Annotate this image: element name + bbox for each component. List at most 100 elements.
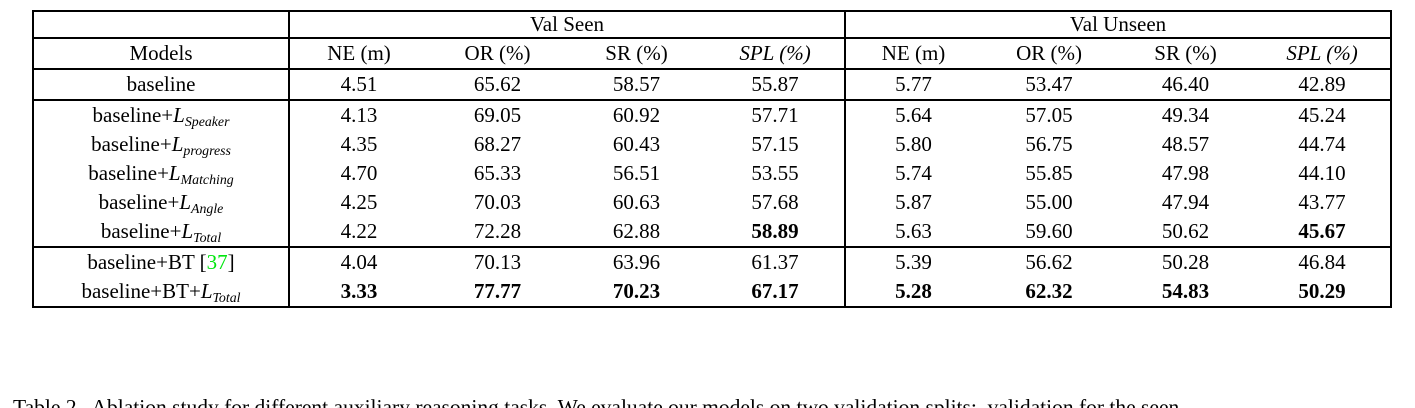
- math-symbol: L: [179, 190, 191, 214]
- value-cell: 5.87: [844, 188, 982, 217]
- value-cell: 67.17: [751, 279, 799, 303]
- value-cell: 55.85: [1025, 161, 1073, 185]
- value-cell: 5.28: [844, 277, 982, 307]
- value-cell: 56.51: [612, 161, 661, 185]
- table-row: baseline+LAngle 4.25 70.03 60.63 57.68 5.87 55…: [33, 188, 1391, 217]
- value-cell: 50.29: [1298, 279, 1346, 303]
- value-cell: 45.67: [1298, 219, 1346, 243]
- metric-header-seen-ne: NE (m): [288, 38, 428, 69]
- value-cell: 61.37: [706, 246, 846, 277]
- group-header-val-seen: Val Seen: [287, 11, 846, 38]
- metric-header-seen-spl: SPL (%): [739, 41, 811, 65]
- value-cell: 50.62: [1161, 219, 1210, 243]
- metric-header-seen-or: OR (%): [464, 41, 531, 65]
- math-symbol: L: [168, 161, 181, 185]
- value-cell: 4.25: [288, 188, 428, 217]
- value-cell: 43.77: [1298, 190, 1346, 214]
- value-cell: 58.89: [751, 219, 799, 243]
- group-header-val-unseen: Val Unseen: [844, 11, 1392, 38]
- value-cell: 47.98: [1161, 161, 1210, 185]
- math-subscript: Angle: [191, 200, 224, 216]
- model-label: baseline+BT+LTotal: [81, 279, 241, 305]
- value-cell: 54.83: [1161, 279, 1210, 303]
- value-cell: 77.77: [473, 279, 522, 303]
- value-cell: 57.68: [751, 190, 799, 214]
- value-cell: 56.62: [981, 246, 1118, 277]
- value-cell: 42.89: [1298, 72, 1346, 96]
- value-cell: 5.80: [844, 130, 982, 159]
- value-cell: 4.04: [288, 246, 428, 277]
- math-symbol: L: [200, 279, 213, 303]
- model-label: baseline+Lprogress: [91, 132, 231, 158]
- math-subscript: Total: [193, 229, 222, 245]
- value-cell: 50.28: [1117, 246, 1255, 277]
- table-caption: Table 2. Ablation study for different au…: [13, 330, 1415, 408]
- value-cell: 3.33: [288, 277, 428, 307]
- value-cell: 5.77: [844, 69, 982, 100]
- value-cell: 60.63: [612, 190, 661, 214]
- value-cell: 55.87: [751, 72, 799, 96]
- math-subscript: Speaker: [184, 113, 230, 129]
- group-header-row: Val Seen Val Unseen: [33, 11, 1392, 38]
- math-subscript: Total: [212, 289, 241, 305]
- value-cell: 62.32: [1025, 279, 1073, 303]
- value-cell: 60.92: [567, 99, 706, 130]
- value-cell: 4.13: [288, 99, 428, 130]
- value-cell: 53.55: [751, 161, 799, 185]
- math-symbol: L: [171, 132, 184, 156]
- value-cell: 46.40: [1161, 72, 1210, 96]
- math-symbol: L: [181, 219, 194, 243]
- table-body: baseline 4.51 65.62 58.57 55.87 5.77 53.47 46.4…: [33, 69, 1392, 307]
- value-cell: 5.63: [844, 217, 982, 247]
- model-label: baseline+LSpeaker: [33, 99, 289, 130]
- value-cell: 68.27: [473, 132, 522, 156]
- metric-header-unseen-sr: SR (%): [1154, 41, 1217, 65]
- value-cell: 62.88: [612, 219, 661, 243]
- caption-line-1: Table 2. Ablation study for different au…: [13, 395, 1180, 408]
- table-row: baseline+LSpeaker 4.13 69.05 60.92 57.71 5.64…: [33, 99, 1392, 130]
- metric-header-unseen-or: OR (%): [1016, 41, 1082, 65]
- value-cell: 70.03: [473, 190, 522, 214]
- math-subscript: Matching: [180, 171, 234, 187]
- model-label: baseline: [126, 72, 196, 96]
- table-row: baseline+LTotal 4.22 72.28 62.88 58.89 5.63 59…: [33, 217, 1391, 247]
- value-cell: 56.75: [1025, 132, 1073, 156]
- value-cell: 44.10: [1298, 161, 1346, 185]
- paper-table-figure: Val Seen Val Unseen Models NE (m) OR (%) S…: [0, 10, 1415, 408]
- metric-header-seen-sr: SR (%): [605, 41, 668, 65]
- value-cell: 5.74: [844, 159, 982, 188]
- model-label: baseline+BT [37]: [33, 246, 289, 277]
- value-cell: 46.84: [1254, 246, 1392, 277]
- ablation-table: Val Seen Val Unseen Models NE (m) OR (%) S…: [32, 10, 1393, 308]
- model-label: baseline+LAngle: [98, 190, 224, 216]
- value-cell: 59.60: [1025, 219, 1073, 243]
- models-column-header: Models: [129, 41, 193, 65]
- value-cell: 63.96: [567, 246, 706, 277]
- table-row: baseline+BT [37] 4.04 70.13 63.96 61.37 5.39 5…: [33, 246, 1392, 277]
- value-cell: 4.22: [288, 217, 428, 247]
- table-row: baseline+LMatching 4.70 65.33 56.51 53.55 5.7…: [33, 159, 1391, 188]
- value-cell: 70.23: [612, 279, 661, 303]
- value-cell: 48.57: [1161, 132, 1210, 156]
- value-cell: 5.39: [844, 246, 982, 277]
- value-cell: 45.24: [1254, 99, 1392, 130]
- value-cell: 55.00: [1025, 190, 1073, 214]
- value-cell: 49.34: [1117, 99, 1255, 130]
- value-cell: 60.43: [612, 132, 661, 156]
- value-cell: 47.94: [1161, 190, 1210, 214]
- value-cell: 58.57: [612, 72, 661, 96]
- model-label: baseline+LTotal: [100, 219, 222, 245]
- value-cell: 57.15: [751, 132, 799, 156]
- value-cell: 4.35: [288, 130, 428, 159]
- citation-ref[interactable]: 37: [206, 250, 228, 274]
- value-cell: 69.05: [428, 99, 567, 130]
- value-cell: 65.33: [473, 161, 522, 185]
- corner-cell: [33, 11, 289, 38]
- metric-header-unseen-ne: NE (m): [844, 38, 982, 69]
- value-cell: 53.47: [1025, 72, 1073, 96]
- value-cell: 72.28: [473, 219, 522, 243]
- value-cell: 44.74: [1298, 132, 1346, 156]
- value-cell: 57.71: [706, 99, 846, 130]
- math-subscript: progress: [183, 142, 231, 158]
- value-cell: 65.62: [473, 72, 522, 96]
